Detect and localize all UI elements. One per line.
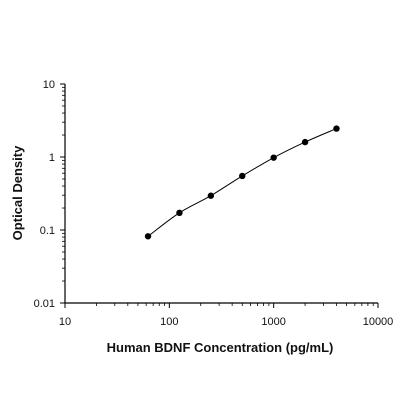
x-axis-title: Human BDNF Concentration (pg/mL) — [107, 340, 334, 355]
data-point — [176, 209, 183, 217]
fit-curve-layer — [147, 128, 337, 237]
y-tick-label: 0.01 — [34, 298, 55, 310]
x-tick-label: 1000 — [261, 316, 285, 328]
y-axis-title: Optical Density — [10, 145, 25, 240]
y-tick-label: 10 — [43, 79, 55, 91]
data-point — [301, 138, 309, 146]
y-tick-label: 1 — [49, 152, 55, 164]
fit-curve — [147, 128, 337, 237]
data-point — [144, 233, 152, 240]
x-tick-label: 10 — [59, 316, 71, 328]
data-point — [333, 125, 340, 132]
data-point — [270, 154, 277, 161]
data-point — [239, 172, 246, 180]
data-point — [207, 192, 215, 199]
axis-ticks: 10 100 1000 10000 0.01 0.1 1 10 — [34, 79, 394, 328]
x-tick-label: 100 — [160, 316, 178, 328]
x-tick-label: 10000 — [363, 316, 394, 328]
y-tick-label: 0.1 — [40, 225, 55, 237]
data-points — [144, 125, 340, 240]
axes — [64, 84, 378, 304]
